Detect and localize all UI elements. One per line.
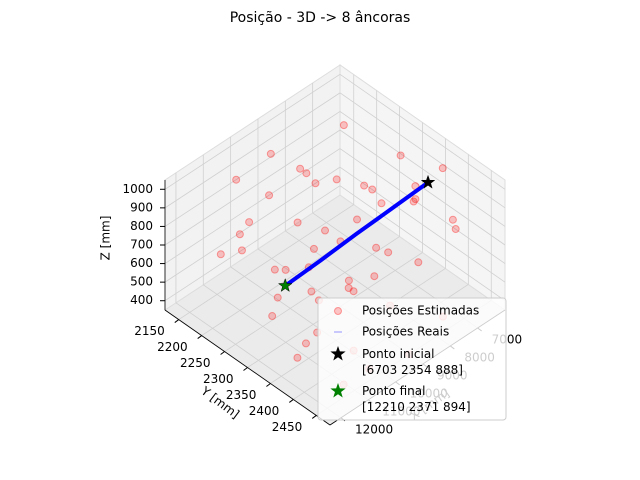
y-tick	[220, 351, 225, 355]
grid-line	[339, 185, 506, 302]
data-point	[339, 121, 348, 130]
y-tick-label: 2150	[134, 324, 165, 338]
data-point	[396, 151, 405, 160]
chart-title: Posição - 3D -> 8 âncoras	[230, 10, 411, 26]
grid-line	[164, 73, 341, 190]
data-point	[265, 191, 274, 200]
legend-marker	[330, 383, 346, 398]
legend-label: Posições Reais	[362, 325, 449, 339]
data-point	[377, 199, 386, 208]
x-tick-label: 12000	[355, 422, 393, 436]
data-point	[370, 272, 379, 281]
y-tick-label: 2350	[226, 388, 257, 402]
data-point	[311, 179, 320, 188]
legend-box	[317, 297, 507, 421]
data-point	[301, 339, 310, 348]
data-point	[237, 246, 246, 255]
data-point	[360, 181, 369, 190]
data-point	[372, 243, 381, 252]
legend-marker	[334, 307, 342, 315]
legend-label: Ponto inicial [6703 2354 888]	[362, 347, 463, 377]
z-tick-label: 800	[130, 219, 153, 233]
y-tick-label: 2400	[249, 404, 280, 418]
grid-line	[164, 166, 341, 283]
data-point	[293, 218, 302, 227]
y-tick-label: 2250	[180, 356, 211, 370]
axis-line	[164, 309, 331, 426]
data-point	[344, 284, 353, 293]
z-tick-label: 500	[130, 275, 153, 289]
data-point	[438, 164, 447, 173]
z-tick-label: 400	[130, 293, 153, 307]
data-point	[232, 175, 241, 184]
data-point	[270, 265, 279, 274]
point-marker	[420, 174, 436, 189]
data-point	[409, 197, 418, 206]
data-point	[414, 258, 423, 267]
data-point	[293, 353, 302, 362]
data-point	[307, 287, 316, 296]
data-point	[245, 218, 254, 227]
grid-line	[224, 236, 400, 352]
z-tick-label: 1000	[122, 182, 153, 196]
data-point	[344, 276, 353, 285]
y-tick	[311, 415, 317, 419]
data-point	[235, 230, 244, 239]
data-point	[309, 244, 318, 253]
grid-line	[339, 148, 506, 264]
grid-line	[339, 73, 506, 190]
data-point	[353, 215, 362, 224]
y-tick	[243, 367, 248, 371]
grid-line	[339, 111, 506, 227]
data-point	[411, 195, 420, 204]
grid-line	[164, 185, 341, 302]
y-tick	[289, 399, 294, 403]
data-point	[302, 169, 311, 178]
y-tick-label: 2200	[157, 340, 188, 354]
grid-line	[339, 166, 506, 283]
y-tick	[266, 383, 271, 387]
legend-marker	[330, 346, 346, 361]
data-point	[273, 293, 282, 302]
legend-label: Posições Estimadas	[362, 304, 479, 318]
z-tick-label: 700	[130, 238, 153, 252]
data-point	[268, 312, 277, 321]
data-point	[321, 226, 330, 235]
grid-line	[178, 204, 354, 320]
z-tick-label: 900	[130, 200, 153, 214]
y-tick	[197, 335, 202, 339]
real-path	[284, 180, 430, 288]
data-point	[384, 248, 393, 257]
point-marker	[277, 277, 293, 293]
data-point	[216, 250, 225, 259]
z-tick-label: 600	[130, 256, 153, 270]
data-point	[296, 164, 305, 173]
data-point	[332, 175, 341, 184]
data-point	[448, 215, 457, 224]
y-tick-label: 2450	[272, 420, 303, 434]
grid-line	[164, 92, 341, 209]
data-point	[266, 149, 275, 158]
y-tick-label: 2300	[203, 372, 234, 386]
data-point	[451, 225, 460, 234]
data-point	[281, 265, 290, 274]
grid-line	[164, 129, 341, 246]
y-tick	[174, 319, 180, 323]
data-point	[368, 185, 377, 194]
data-point	[349, 287, 358, 296]
grid-line	[164, 148, 341, 264]
z-axis-label: Z [mm]	[99, 216, 113, 261]
grid-line	[339, 92, 506, 209]
grid-line	[164, 111, 341, 227]
legend-label: Ponto final [12210 2371 894]	[362, 384, 471, 414]
